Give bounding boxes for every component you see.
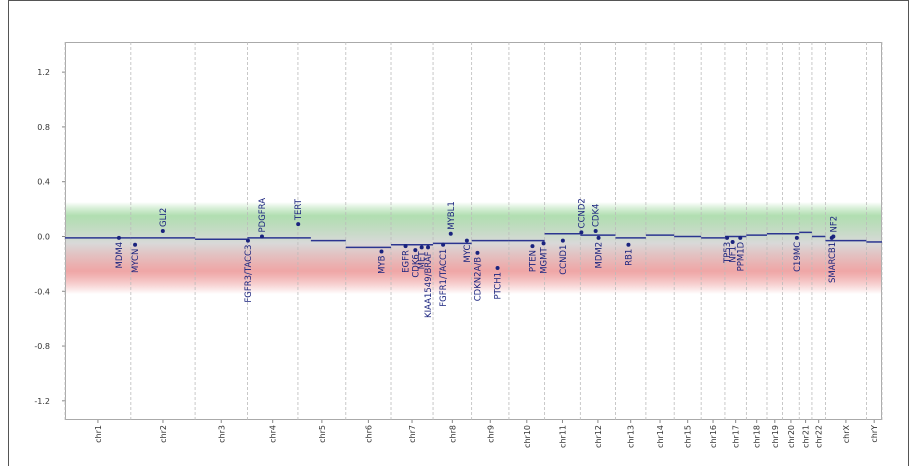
gene-point	[160, 229, 165, 233]
gene-label: NF2	[829, 216, 839, 233]
gene-point	[259, 234, 264, 239]
gene-point	[133, 242, 138, 247]
x-tick-label: chrX	[842, 424, 851, 443]
x-tick-label: chrY	[870, 425, 879, 443]
gene-point	[596, 235, 601, 240]
gene-label: CDK6	[411, 254, 421, 277]
x-tick-label: chr17	[732, 425, 741, 448]
gene-point	[560, 238, 565, 243]
gene-label: MDM2	[595, 242, 605, 269]
x-tick-label: chr7	[408, 425, 417, 443]
gene-point	[379, 249, 384, 254]
x-tick-label: chr1	[94, 425, 103, 443]
y-tick-label: -0.8	[34, 342, 50, 351]
gene-label: MET	[418, 251, 428, 270]
gene-label: FGFR1/TACC1	[439, 249, 449, 307]
gene-label: GLI2	[159, 208, 169, 227]
y-tick-label: 0.0	[37, 232, 50, 241]
y-tick-label: -0.4	[34, 287, 50, 296]
gene-point	[441, 242, 446, 247]
y-tick-label: 1.2	[37, 68, 50, 77]
gene-point	[831, 234, 836, 239]
x-tick-label: chr10	[523, 425, 532, 448]
gene-point	[725, 235, 730, 240]
gene-point	[495, 265, 500, 270]
gene-label: TERT	[294, 198, 304, 221]
gene-label: CDKN2A/B	[473, 257, 483, 301]
y-tick-label: 0.4	[37, 178, 50, 187]
gene-label: EGFR	[402, 250, 412, 273]
gene-label: CDK4	[592, 204, 602, 227]
gene-point	[419, 245, 424, 250]
x-tick-label: chr12	[594, 425, 603, 448]
x-tick-label: chr14	[656, 425, 665, 448]
x-tick-label: chr20	[787, 425, 796, 448]
y-tick-label: 0.8	[37, 123, 50, 132]
gene-point	[626, 242, 631, 247]
x-tick-label: chr6	[364, 425, 373, 443]
y-tick-label: -1.2	[34, 397, 50, 406]
x-tick-label: chr5	[318, 425, 327, 443]
frame	[8, 0, 909, 466]
gene-label: RB1	[624, 249, 634, 266]
x-tick-label: chr2	[159, 425, 168, 443]
x-tick-label: chr18	[753, 425, 762, 448]
gene-label: KIAA1549/BRAF	[424, 251, 434, 318]
gene-point	[530, 244, 535, 249]
gene-label: CCND1	[559, 245, 569, 275]
x-tick-label: chr3	[217, 425, 226, 443]
gene-point	[730, 239, 735, 244]
gene-label: NF1	[729, 246, 739, 263]
gene-point	[593, 229, 598, 233]
x-tick-label: chr9	[486, 425, 495, 443]
x-tick-label: chr11	[558, 425, 567, 448]
gene-label: PTCH1	[494, 272, 504, 300]
gene-point	[403, 244, 408, 249]
gene-point	[296, 222, 301, 227]
gene-point	[738, 235, 743, 240]
probe-cloud	[65, 202, 882, 294]
gene-point	[794, 235, 799, 240]
gene-point	[541, 241, 546, 246]
gene-label: PTEN	[528, 250, 538, 272]
gene-point	[475, 250, 480, 255]
gene-label: CCND2	[577, 198, 587, 228]
gene-label: FGFR3/TACC3	[244, 245, 254, 303]
x-tick-label: chr22	[815, 425, 824, 448]
gene-label: MDM4	[115, 242, 125, 269]
x-tick-label: chr19	[771, 425, 780, 448]
x-tick-label: chr21	[802, 425, 811, 448]
gene-label: MYB	[377, 255, 387, 274]
gene-label: PPM1D	[736, 241, 746, 271]
gene-label: C19MC	[793, 242, 803, 272]
gene-point	[245, 238, 250, 243]
gene-label: SMARCB1	[828, 242, 838, 283]
x-tick-label: chr13	[627, 425, 636, 448]
x-tick-label: chr8	[448, 425, 457, 443]
x-tick-label: chr15	[684, 425, 693, 448]
gene-point	[116, 235, 121, 240]
plot-area	[65, 42, 882, 420]
gene-point	[413, 248, 418, 253]
gene-label: MYBL1	[447, 201, 457, 230]
gene-point	[464, 238, 469, 243]
gene-label: MYCN	[131, 249, 141, 273]
gene-point	[579, 230, 584, 235]
gene-label: MGMT	[540, 247, 550, 274]
gene-label: MYC	[463, 245, 473, 263]
gene-label: PDGFRA	[258, 198, 268, 233]
gene-point	[426, 245, 431, 250]
x-tick-label: chr4	[269, 425, 278, 443]
x-tick-label: chr16	[709, 425, 718, 448]
gene-label: TP53	[723, 242, 733, 264]
gene-point	[448, 231, 453, 236]
